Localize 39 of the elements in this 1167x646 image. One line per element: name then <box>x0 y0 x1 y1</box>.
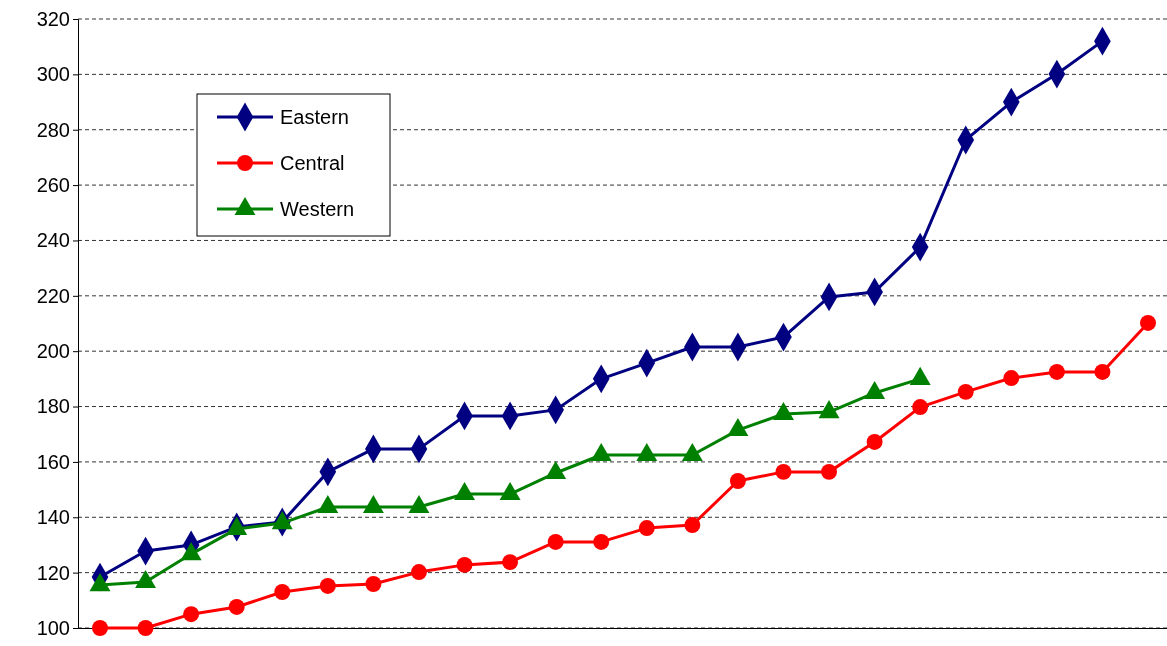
point <box>92 620 108 636</box>
point <box>866 434 883 450</box>
point <box>638 520 655 537</box>
point <box>365 576 382 592</box>
y-tick-label: 160 <box>36 450 70 473</box>
y-tick-label: 280 <box>36 118 70 141</box>
point <box>729 473 746 489</box>
y-tick-label: 260 <box>36 173 70 196</box>
y-tick-label: 220 <box>36 284 70 307</box>
point <box>593 533 610 550</box>
point <box>912 399 929 416</box>
point <box>547 533 564 550</box>
point <box>137 620 154 636</box>
point <box>274 584 291 600</box>
point <box>957 383 974 400</box>
y-tick-label: 320 <box>36 7 70 30</box>
point <box>228 599 245 615</box>
y-tick-label: 240 <box>36 229 70 252</box>
point <box>821 463 838 480</box>
point <box>1048 363 1065 380</box>
point <box>1094 363 1111 380</box>
point <box>410 564 427 581</box>
point <box>1140 314 1156 331</box>
legend-label: Central <box>280 152 345 174</box>
y-tick-label: 180 <box>36 395 70 418</box>
y-tick-label: 100 <box>36 616 70 639</box>
point <box>502 554 519 571</box>
y-tick-label: 140 <box>36 506 70 529</box>
y-tick-label: 120 <box>36 561 70 584</box>
point <box>319 577 336 594</box>
point <box>1003 370 1020 386</box>
point <box>775 463 792 480</box>
y-tick-label: 300 <box>36 63 70 86</box>
legend-label: Eastern <box>280 106 349 128</box>
point <box>684 517 701 533</box>
y-tick-label: 200 <box>36 340 70 363</box>
legend-label: Western <box>280 198 355 220</box>
point <box>456 556 473 573</box>
point <box>183 606 200 623</box>
